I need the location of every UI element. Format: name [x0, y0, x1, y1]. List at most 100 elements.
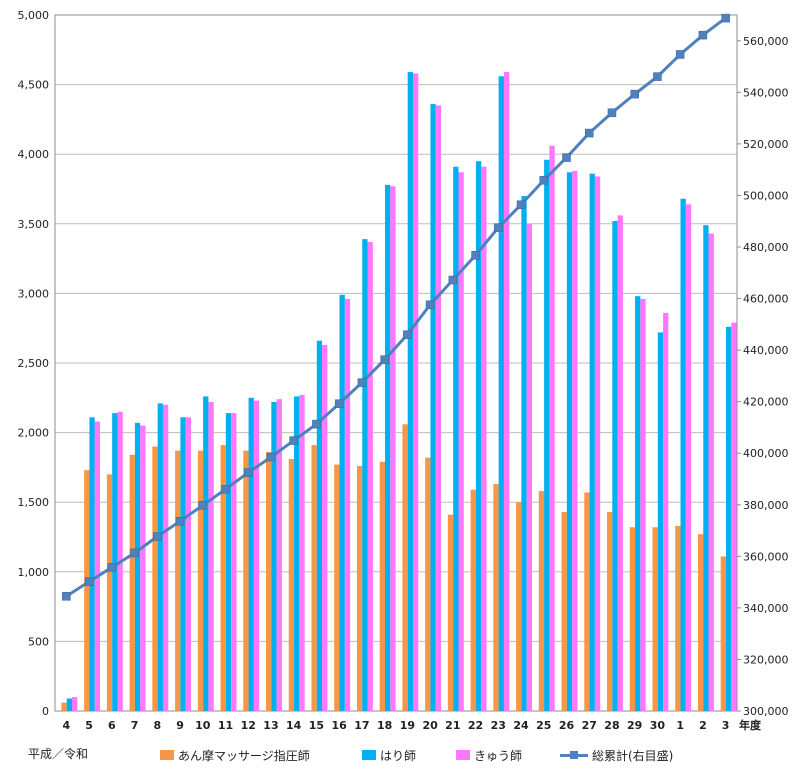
y-left-tick-label: 3,500: [18, 218, 50, 231]
x-tick-label: 2: [699, 719, 707, 732]
bar-2-11: [231, 413, 237, 711]
bar-1-17: [362, 239, 368, 711]
bar-0-12: [243, 450, 249, 711]
x-tick-label: 13: [263, 719, 278, 732]
line-point-26: [562, 153, 571, 162]
bar-1-23: [498, 76, 504, 712]
line-point-29: [630, 89, 639, 99]
bar-0-19: [402, 424, 408, 711]
legend-label-anma: あん摩マッサージ指圧師: [178, 748, 310, 763]
legend-label-total: 総累計(右目盛): [592, 748, 674, 763]
y-right-tick-label: 380,000: [743, 499, 789, 512]
y-left-tick-label: 2,000: [18, 427, 50, 440]
x-era-label: 平成／令和: [28, 747, 89, 761]
y-right-tick-label: 560,000: [743, 35, 789, 48]
bar-0-24: [516, 502, 522, 711]
bar-1-16: [339, 294, 345, 711]
y-left-tick-label: 4,000: [18, 148, 50, 161]
bar-2-22: [481, 166, 487, 711]
x-tick-label: 7: [131, 719, 139, 732]
x-tick-label: 9: [176, 719, 184, 732]
bar-1-2: [703, 225, 709, 711]
line-point-19: [403, 330, 412, 339]
bar-2-23: [503, 72, 510, 711]
legend-swatch-hari: [362, 750, 376, 760]
bar-1-6: [112, 413, 118, 711]
legend-swatch-kyu: [456, 750, 470, 760]
y-right-tick-label: 420,000: [743, 396, 789, 409]
y-right-tick-label: 480,000: [743, 241, 789, 254]
bar-2-3: [731, 322, 737, 711]
bar-0-8: [152, 446, 158, 711]
y-left-tick-label: 1,500: [18, 496, 50, 509]
bar-1-8: [157, 403, 163, 711]
bar-2-17: [367, 241, 373, 711]
y-right-tick-label: 320,000: [743, 653, 789, 666]
line-point-17: [357, 378, 367, 387]
bar-0-23: [493, 484, 499, 711]
bar-1-20: [430, 104, 436, 711]
bar-1-18: [384, 184, 391, 712]
bar-1-13: [271, 401, 277, 711]
y-right-tick-label: 540,000: [743, 86, 789, 99]
bar-0-4: [61, 702, 67, 711]
bar-0-7: [129, 454, 135, 711]
bar-2-4: [72, 697, 78, 711]
bar-0-18: [379, 461, 385, 711]
bar-2-24: [526, 223, 532, 712]
x-tick-label: 29: [627, 719, 642, 732]
bar-2-7: [140, 425, 146, 711]
bar-0-30: [652, 527, 658, 711]
x-tick-label: 16: [332, 719, 348, 732]
bar-0-5: [84, 470, 90, 711]
bar-2-15: [322, 344, 328, 711]
bar-2-8: [162, 404, 169, 711]
x-tick-label: 18: [377, 719, 392, 732]
line-point-24: [516, 200, 526, 209]
bar-2-28: [617, 215, 623, 711]
line-point-12: [243, 468, 253, 477]
bar-2-1: [685, 204, 692, 711]
bar-0-21: [447, 514, 454, 711]
x-tick-label: 4: [63, 719, 71, 732]
line-point-30: [653, 72, 662, 81]
bar-1-10: [203, 396, 209, 711]
bar-1-9: [180, 417, 186, 711]
line-point-8: [153, 532, 162, 541]
bar-0-13: [266, 452, 272, 711]
y-left-tick-label: 5,000: [18, 9, 50, 22]
bar-2-2: [708, 233, 714, 711]
x-tick-label: 30: [650, 719, 666, 732]
x-tick-label: 28: [604, 719, 619, 732]
bar-2-10: [208, 401, 214, 711]
bar-0-28: [607, 511, 613, 711]
x-tick-label: 27: [582, 719, 597, 732]
line-point-13: [266, 452, 276, 462]
y-right-tick-label: 340,000: [743, 602, 789, 615]
x-tick-label: 8: [153, 719, 161, 732]
bar-1-30: [657, 332, 664, 711]
legend-item-kyu: きゅう師: [456, 744, 522, 766]
line-point-18: [380, 355, 389, 364]
bar-1-12: [248, 397, 254, 711]
line-point-5: [84, 577, 94, 586]
x-tick-label: 24: [513, 719, 529, 732]
y-right-tick-label: 400,000: [743, 447, 789, 460]
line-point-15: [312, 419, 321, 429]
x-unit-label: 年度: [739, 718, 762, 732]
line-point-27: [584, 128, 594, 138]
legend-swatch-anma: [160, 750, 174, 760]
bar-2-26: [572, 170, 578, 712]
bar-2-20: [435, 105, 442, 712]
x-tick-label: 17: [354, 719, 369, 732]
x-tick-label: 26: [559, 719, 575, 732]
bar-0-25: [538, 491, 545, 711]
legend-item-hari: はり師: [362, 744, 416, 766]
bar-0-17: [356, 466, 363, 711]
bar-2-18: [390, 186, 396, 711]
bar-0-15: [311, 445, 317, 711]
bar-0-14: [288, 459, 295, 711]
bar-1-3: [725, 326, 732, 711]
bar-2-5: [94, 421, 101, 711]
